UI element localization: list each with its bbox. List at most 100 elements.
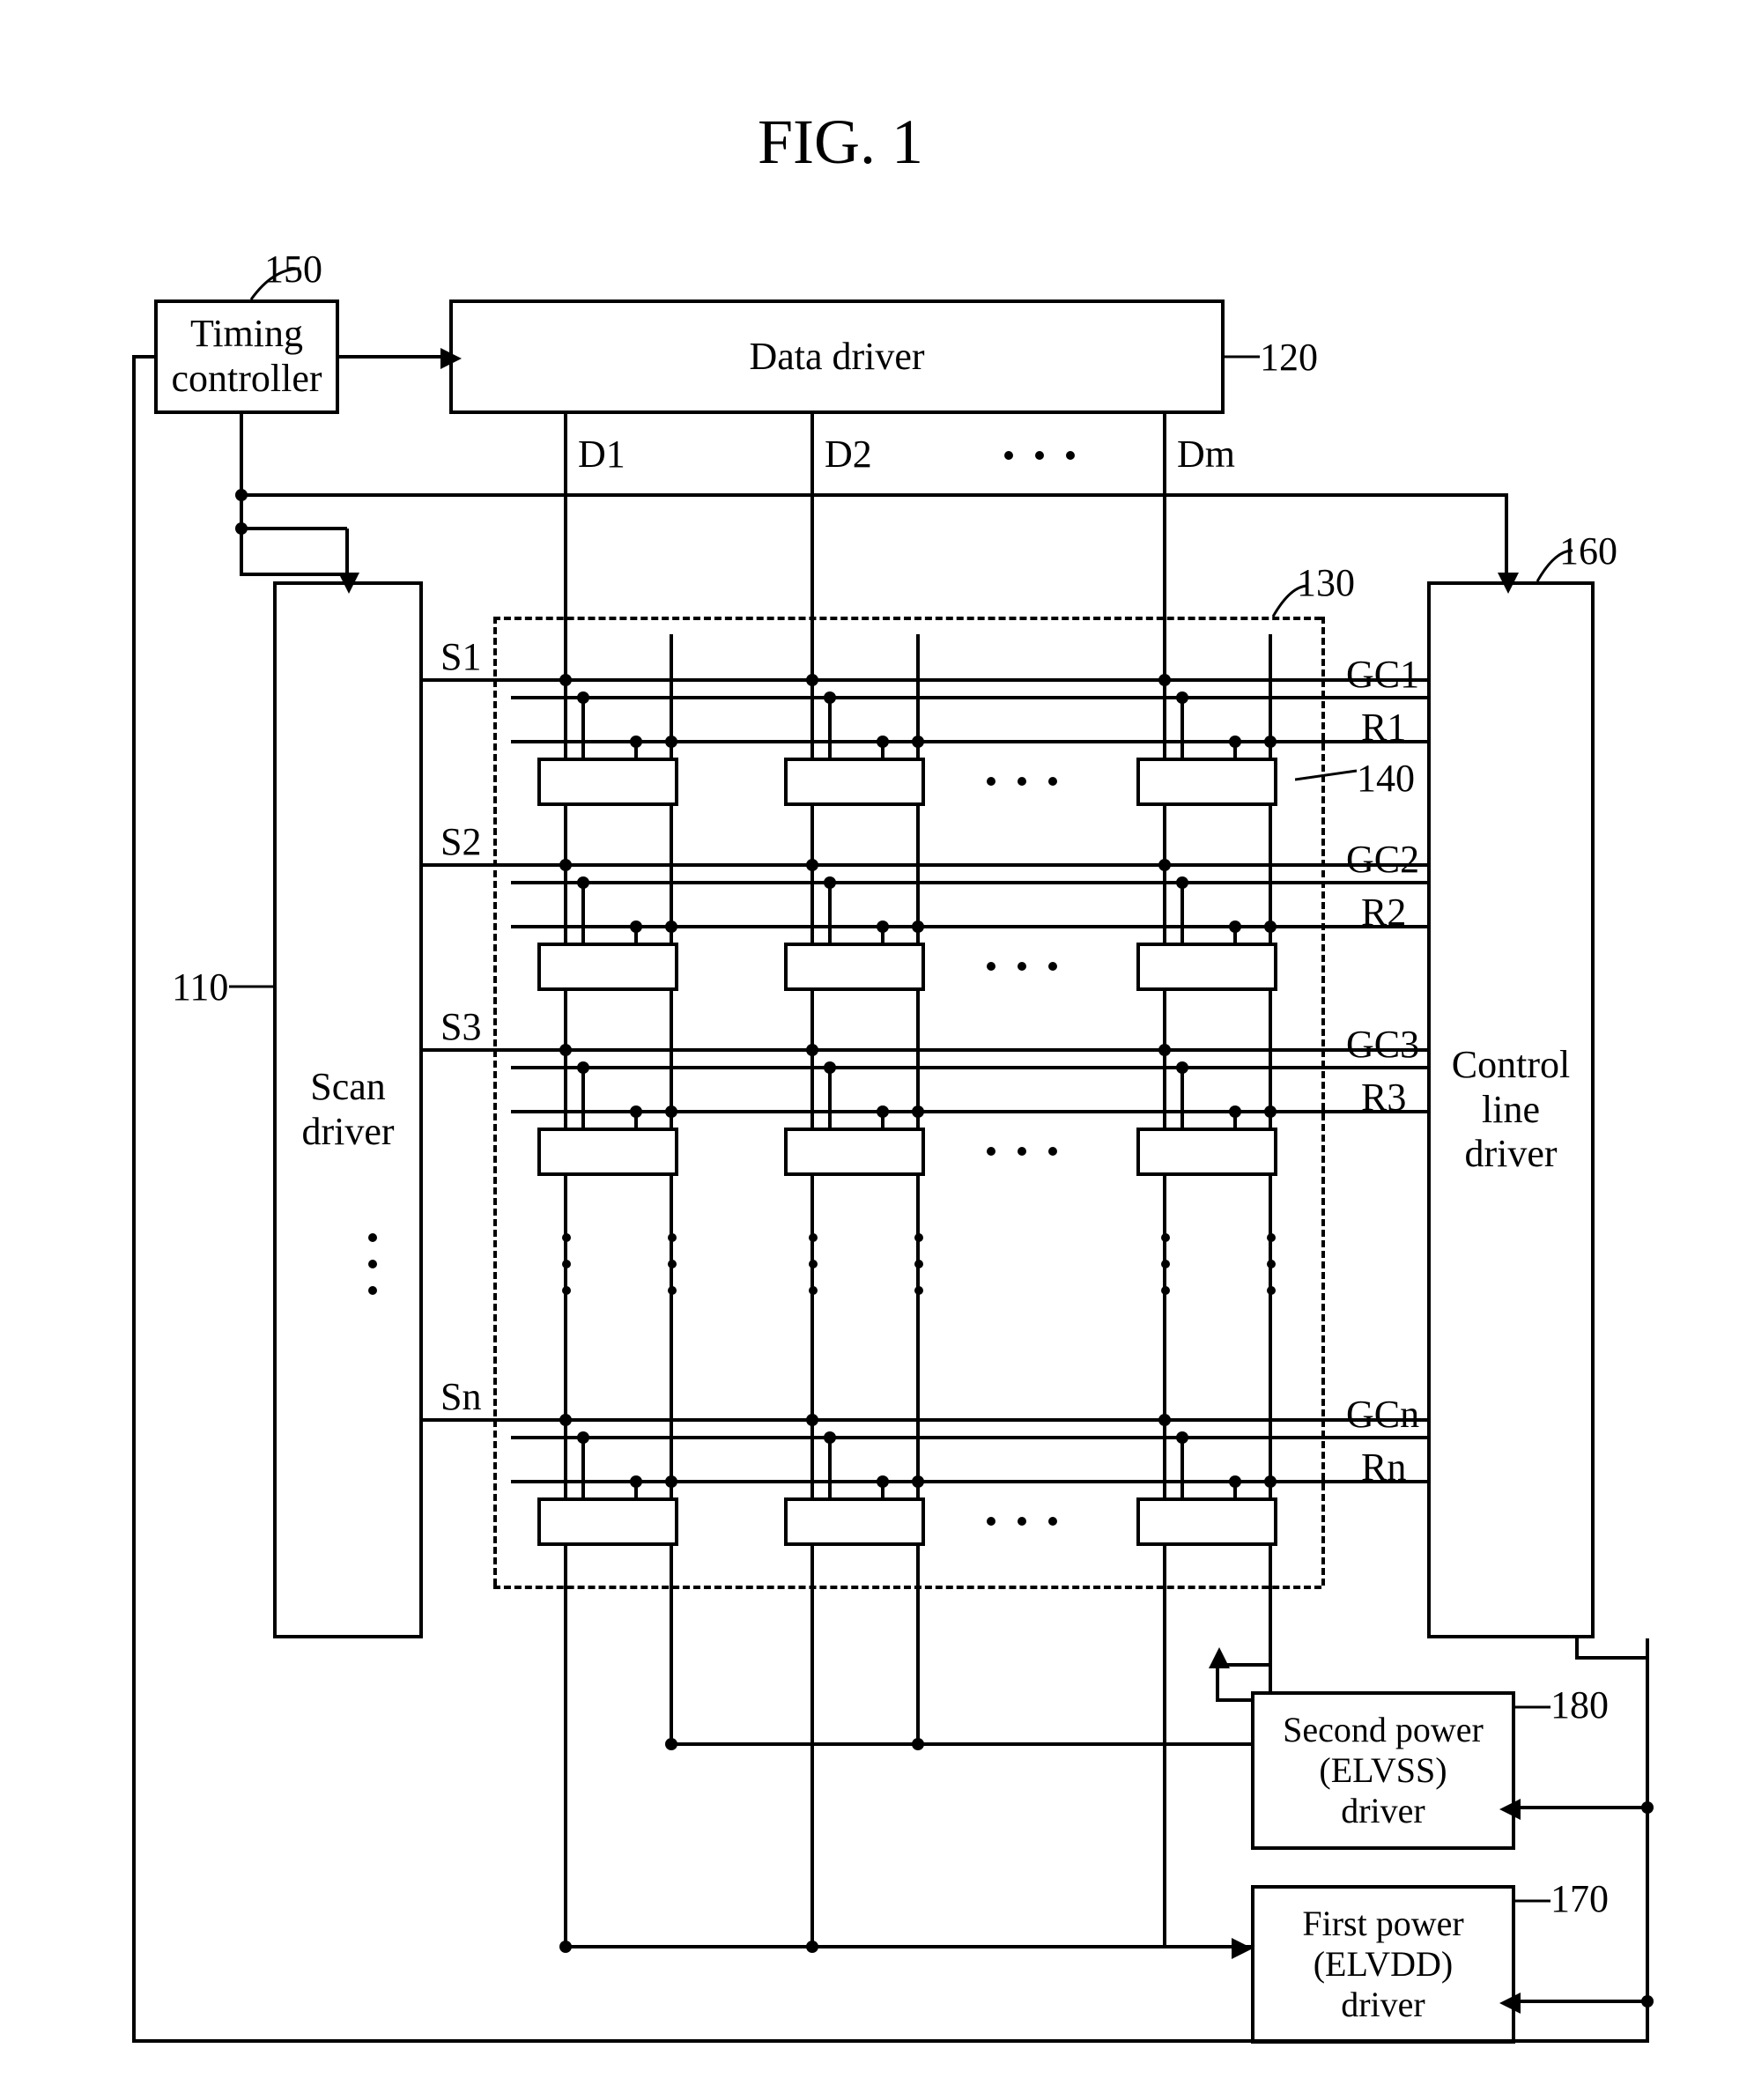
wire: [1505, 493, 1508, 581]
panel-border: [493, 617, 1321, 620]
gc-line-label: GC1: [1346, 652, 1419, 697]
junction-dot-icon: [1229, 1475, 1241, 1488]
pixel-cell: [537, 1128, 678, 1176]
wire: [1515, 2000, 1647, 2003]
ellipsis-icon: [913, 1233, 925, 1295]
junction-dot-icon: [665, 921, 677, 933]
lead-line-icon: [1225, 348, 1269, 366]
wire: [511, 1066, 1427, 1069]
pixel-cell: [784, 1128, 925, 1176]
ellipsis-icon: [807, 1233, 819, 1295]
pixel-cell: [784, 943, 925, 991]
arrow-right-icon: [1499, 1799, 1521, 1820]
junction-dot-icon: [912, 1475, 924, 1488]
wire: [828, 1066, 832, 1128]
ellipsis-icon: [560, 1233, 573, 1295]
scan-driver-label: Scan driver: [301, 1065, 394, 1154]
scan-driver-block: Scan driver: [273, 581, 423, 1638]
wire: [423, 1418, 1427, 1422]
junction-dot-icon: [1229, 921, 1241, 933]
junction-dot-icon: [235, 489, 248, 501]
junction-dot-icon: [877, 921, 889, 933]
wire: [828, 1436, 832, 1497]
wire: [511, 925, 1427, 928]
wire: [511, 1480, 1427, 1483]
wire: [132, 357, 136, 2039]
junction-dot-icon: [665, 1738, 677, 1750]
wire: [1180, 1066, 1184, 1128]
first-power-label: First power (ELVDD) driver: [1302, 1904, 1463, 2025]
junction-dot-icon: [806, 1941, 818, 1953]
junction-dot-icon: [912, 1105, 924, 1118]
data-driver-block: Data driver: [449, 299, 1225, 414]
ellipsis-icon: [366, 1233, 379, 1295]
wire: [828, 696, 832, 758]
wire: [1216, 1665, 1219, 1700]
wire: [1515, 1806, 1647, 1809]
lead-line-icon: [1515, 1892, 1559, 1910]
gc-line-label: GC2: [1346, 837, 1419, 882]
wire: [1180, 696, 1184, 758]
wire: [1216, 1698, 1253, 1702]
junction-dot-icon: [577, 876, 589, 889]
pixel-cell: [784, 758, 925, 806]
scan-line-label: Sn: [440, 1374, 481, 1419]
control-line-driver-block: Control line driver: [1427, 581, 1595, 1638]
lead-line-icon: [1295, 766, 1365, 793]
control-line-driver-label: Control line driver: [1452, 1043, 1570, 1177]
wire: [511, 1436, 1427, 1439]
junction-dot-icon: [1641, 1995, 1654, 2008]
ellipsis-icon: [1004, 449, 1075, 462]
junction-dot-icon: [559, 1044, 572, 1056]
junction-dot-icon: [1158, 1414, 1171, 1426]
junction-dot-icon: [1176, 1431, 1188, 1444]
junction-dot-icon: [1176, 1061, 1188, 1074]
junction-dot-icon: [877, 736, 889, 748]
panel-border: [1321, 617, 1325, 1586]
wire: [511, 881, 1427, 884]
first-power-block: First power (ELVDD) driver: [1251, 1885, 1515, 2044]
junction-dot-icon: [665, 1105, 677, 1118]
lead-curve-icon: [247, 264, 308, 308]
second-power-label: Second power (ELVSS) driver: [1283, 1710, 1484, 1831]
junction-dot-icon: [877, 1475, 889, 1488]
timing-controller-block: Timing controller: [154, 299, 339, 414]
figure-title: FIG. 1: [758, 106, 923, 179]
wire: [581, 881, 585, 943]
junction-dot-icon: [577, 1431, 589, 1444]
wire: [1646, 1638, 1649, 2043]
junction-dot-icon: [1264, 921, 1277, 933]
junction-dot-icon: [1641, 1801, 1654, 1814]
junction-dot-icon: [1264, 736, 1277, 748]
ellipsis-icon: [987, 960, 1057, 972]
wire: [1269, 1586, 1272, 1665]
wire: [132, 355, 156, 359]
junction-dot-icon: [665, 736, 677, 748]
lead-line-icon: [1515, 1698, 1559, 1716]
wire: [423, 863, 1427, 867]
junction-dot-icon: [559, 1414, 572, 1426]
wire: [240, 527, 347, 530]
lead-curve-icon: [1269, 581, 1313, 625]
junction-dot-icon: [824, 876, 836, 889]
junction-dot-icon: [1158, 674, 1171, 686]
scan-line-label: S3: [440, 1004, 481, 1049]
data-driver-label: Data driver: [749, 335, 924, 380]
junction-dot-icon: [559, 859, 572, 871]
junction-dot-icon: [877, 1105, 889, 1118]
junction-dot-icon: [1176, 876, 1188, 889]
data-line-label: D2: [825, 432, 872, 477]
arrow-right-icon: [440, 348, 462, 369]
data-line-label: D1: [578, 432, 625, 477]
junction-dot-icon: [806, 859, 818, 871]
wire: [810, 414, 814, 1947]
wire: [564, 414, 567, 1947]
wire: [511, 740, 1427, 743]
pixel-cell: [537, 1497, 678, 1546]
wire: [1180, 1436, 1184, 1497]
wire: [581, 1436, 585, 1497]
junction-dot-icon: [912, 921, 924, 933]
wire: [581, 696, 585, 758]
wire: [345, 529, 349, 581]
pixel-cell: [784, 1497, 925, 1546]
